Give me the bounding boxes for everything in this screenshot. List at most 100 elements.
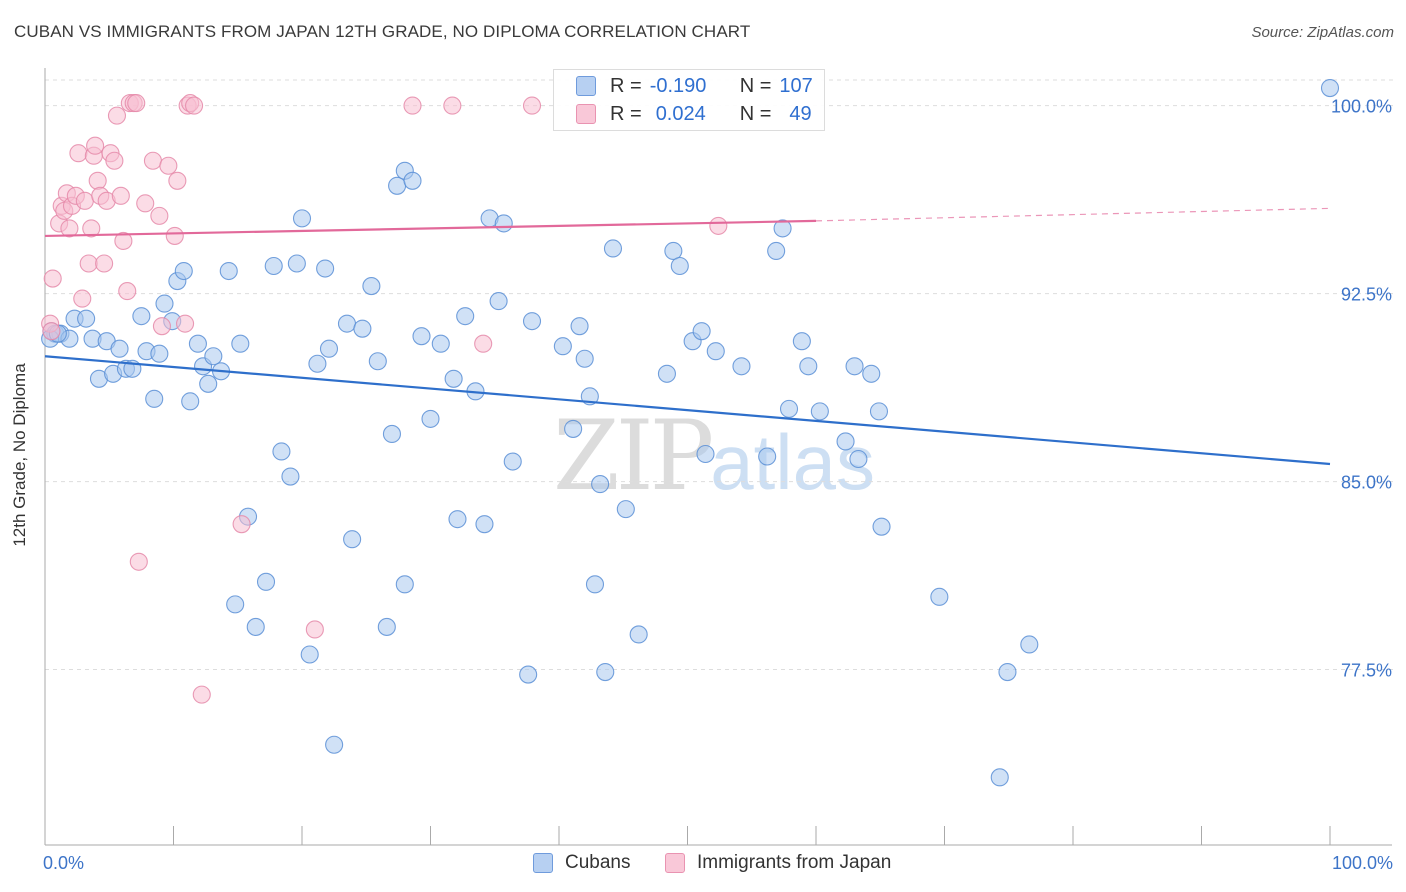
data-point-cubans [849, 449, 868, 469]
stats-r-label-cubans: R = [610, 74, 642, 97]
data-point-japan [69, 144, 88, 163]
data-point-cubans [319, 339, 339, 358]
data-point-cubans [204, 347, 223, 366]
x-tick-label: 0.0% [43, 853, 84, 873]
stats-row-japan: R = 0.024 N = 49 [576, 100, 812, 128]
data-point-japan [150, 206, 169, 225]
data-point-cubans [869, 402, 889, 421]
data-point-japan [176, 314, 195, 333]
data-point-cubans [150, 344, 169, 363]
data-point-cubans [792, 332, 811, 351]
data-point-japan [82, 219, 101, 238]
data-point-cubans [836, 432, 855, 451]
data-point-cubans [519, 665, 538, 684]
data-point-cubans [799, 357, 818, 376]
trend-line-japan-extension [815, 207, 1331, 222]
watermark-zip: ZIP [553, 400, 714, 512]
data-point-cubans [431, 334, 450, 353]
data-point-cubans [353, 319, 372, 338]
data-point-cubans [287, 254, 306, 273]
data-point-cubans [998, 663, 1017, 682]
data-point-cubans [343, 530, 362, 549]
data-point-cubans [585, 575, 605, 594]
y-tick-label: 85.0% [1341, 473, 1392, 493]
data-point-cubans [503, 452, 522, 471]
data-point-cubans [421, 409, 440, 428]
data-point-cubans [570, 317, 589, 336]
data-point-cubans [475, 515, 494, 534]
data-point-cubans [591, 475, 610, 494]
data-point-cubans [188, 334, 207, 353]
stats-r-value-cubans: -0.190 [649, 74, 707, 97]
data-point-cubans [696, 444, 715, 464]
data-point-cubans [845, 357, 864, 376]
data-point-cubans [448, 510, 467, 529]
data-point-cubans [272, 442, 291, 461]
data-point-cubans [281, 467, 300, 486]
data-point-cubans [403, 171, 422, 190]
data-point-cubans [388, 176, 407, 195]
data-point-cubans [990, 768, 1009, 787]
data-point-cubans [77, 309, 96, 328]
data-point-cubans [494, 214, 513, 233]
data-point-cubans [337, 314, 357, 333]
stats-legend: R = -0.190 N = 107 R = 0.024 N = 49 [553, 69, 825, 131]
data-point-cubans [862, 364, 881, 383]
data-point-cubans [456, 307, 475, 326]
stats-r-value-japan: 0.024 [655, 102, 706, 125]
data-point-japan [88, 171, 107, 190]
data-point-cubans [412, 327, 431, 346]
legend-item-japan[interactable]: Immigrants from Japan [665, 852, 891, 874]
data-point-japan [95, 254, 114, 273]
data-point-cubans [596, 663, 615, 682]
data-point-cubans [264, 256, 283, 276]
legend-swatch-japan [665, 853, 685, 873]
y-tick-label: 100.0% [1331, 97, 1392, 117]
data-point-cubans [670, 256, 689, 276]
data-point-japan [118, 282, 137, 301]
data-point-japan [159, 156, 178, 175]
data-point-cubans [316, 259, 335, 278]
data-point-cubans [362, 277, 381, 296]
data-point-japan [111, 186, 130, 205]
data-point-cubans [603, 239, 623, 258]
data-point-japan [129, 552, 148, 571]
data-point-japan [60, 219, 79, 238]
data-point-japan [136, 194, 155, 213]
data-point-cubans [553, 337, 572, 356]
data-point-cubans [522, 312, 542, 331]
data-point-japan [73, 289, 92, 308]
legend-label-cubans: Cubans [565, 852, 631, 873]
data-point-cubans [1020, 635, 1039, 654]
source-label: Source: ZipAtlas.com [1251, 24, 1394, 41]
data-point-cubans [155, 294, 174, 313]
data-point-japan [114, 231, 133, 250]
data-point-cubans [382, 424, 402, 443]
y-tick-label: 92.5% [1341, 285, 1392, 305]
stats-n-label-cubans: N = [739, 74, 772, 97]
data-point-cubans [758, 447, 777, 466]
data-point-cubans [377, 617, 396, 636]
legend-swatch-cubans [533, 853, 553, 873]
data-point-cubans [300, 645, 319, 664]
data-point-cubans [292, 209, 312, 228]
data-point-cubans [444, 369, 463, 388]
data-point-cubans [181, 392, 200, 411]
data-point-cubans [692, 322, 711, 341]
stats-n-value-cubans: 107 [779, 74, 813, 97]
trend-line-japan [44, 219, 817, 238]
data-point-cubans [231, 334, 250, 353]
data-point-japan [86, 136, 105, 155]
data-point-japan [403, 96, 422, 115]
legend-item-cubans[interactable]: Cubans [533, 852, 631, 874]
data-point-cubans [732, 357, 751, 376]
y-tick-label: 77.5% [1341, 661, 1392, 681]
data-point-japan [42, 322, 61, 341]
stats-n-label-japan: N = [739, 102, 772, 125]
data-point-cubans [779, 399, 799, 418]
stats-swatch-cubans [576, 76, 596, 96]
legend-label-japan: Immigrants from Japan [697, 852, 892, 873]
data-point-cubans [368, 352, 387, 371]
x-tick-label: 100.0% [1332, 853, 1393, 873]
